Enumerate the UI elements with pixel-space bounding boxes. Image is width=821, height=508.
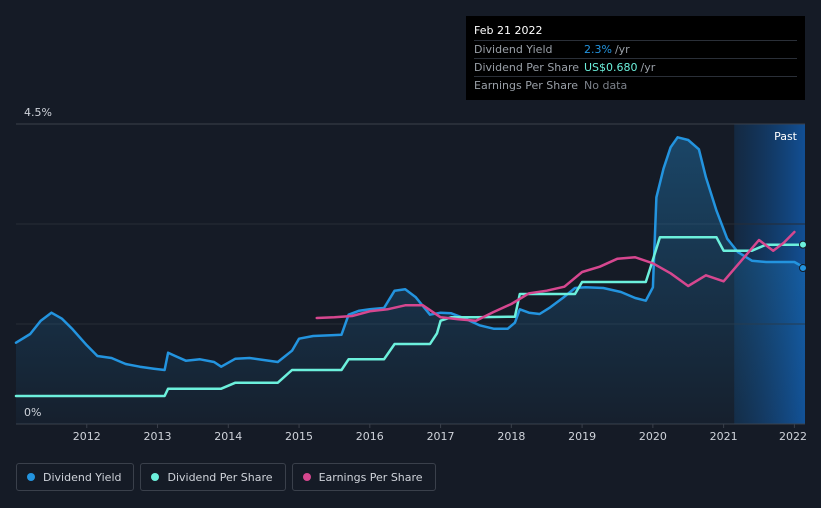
tooltip-label: Dividend Yield	[474, 43, 553, 56]
tooltip-value: US$0.680	[584, 61, 638, 74]
earnings-per-share-line	[315, 230, 796, 322]
tooltip-row-dividend-yield: Dividend Yield 2.3% /yr	[474, 40, 797, 58]
x-tick-label: 2021	[710, 430, 738, 443]
legend-item-dividend-yield[interactable]: Dividend Yield	[16, 463, 135, 491]
tooltip-label: Dividend Per Share	[474, 61, 580, 74]
x-axis: 2012 2013 2014 2015 2016 2017 2018 2019 2020 2021…	[73, 424, 807, 443]
y-axis-bottom-label: 0%	[24, 406, 41, 419]
legend-label: Dividend Per Share	[167, 470, 273, 484]
dividend-yield-end-marker	[799, 264, 807, 272]
dividend-per-share-line	[14, 236, 807, 398]
tooltip-row-dividend-per-share: Dividend Per Share US$0.680 /yr	[474, 58, 797, 76]
x-tick-label: 2013	[144, 430, 172, 443]
tooltip-unit: /yr	[640, 61, 656, 74]
x-tick-label: 2020	[639, 430, 667, 443]
tooltip-label: Earnings Per Share	[474, 79, 579, 92]
y-axis-top-label: 4.5%	[24, 106, 52, 119]
tooltip-row-earnings-per-share: Earnings Per Share No data	[474, 76, 797, 94]
x-tick-label: 2012	[73, 430, 101, 443]
legend-item-dividend-per-share[interactable]: Dividend Per Share	[140, 463, 286, 491]
tooltip-value: No data	[584, 79, 628, 92]
legend-label: Dividend Yield	[43, 470, 122, 484]
legend-dot-icon	[151, 473, 160, 481]
legend-dot-icon	[302, 473, 311, 481]
series-layer	[14, 136, 807, 425]
tooltip-unit: /yr	[614, 43, 630, 56]
tooltip-value: 2.3%	[584, 43, 612, 56]
dividend-per-share-end-marker	[799, 240, 807, 249]
legend-label: Earnings Per Share	[318, 470, 423, 484]
dividend-yield-area	[16, 137, 805, 425]
x-tick-label: 2022	[779, 430, 807, 443]
x-tick-label: 2019	[568, 430, 596, 443]
tooltip-date: Feb 21 2022	[474, 24, 543, 37]
tooltip: Feb 21 2022 Dividend Yield 2.3% /yr Divi…	[466, 16, 805, 100]
past-label: Past	[774, 130, 798, 143]
legend: Dividend Yield Dividend Per Share Earnin…	[16, 463, 436, 491]
x-tick-label: 2015	[285, 430, 313, 443]
x-tick-label: 2016	[356, 430, 384, 443]
legend-dot-icon	[27, 473, 35, 481]
legend-item-earnings-per-share[interactable]: Earnings Per Share	[291, 463, 436, 491]
x-tick-label: 2014	[214, 430, 242, 443]
x-tick-label: 2018	[497, 430, 525, 443]
x-tick-label: 2017	[427, 430, 455, 443]
